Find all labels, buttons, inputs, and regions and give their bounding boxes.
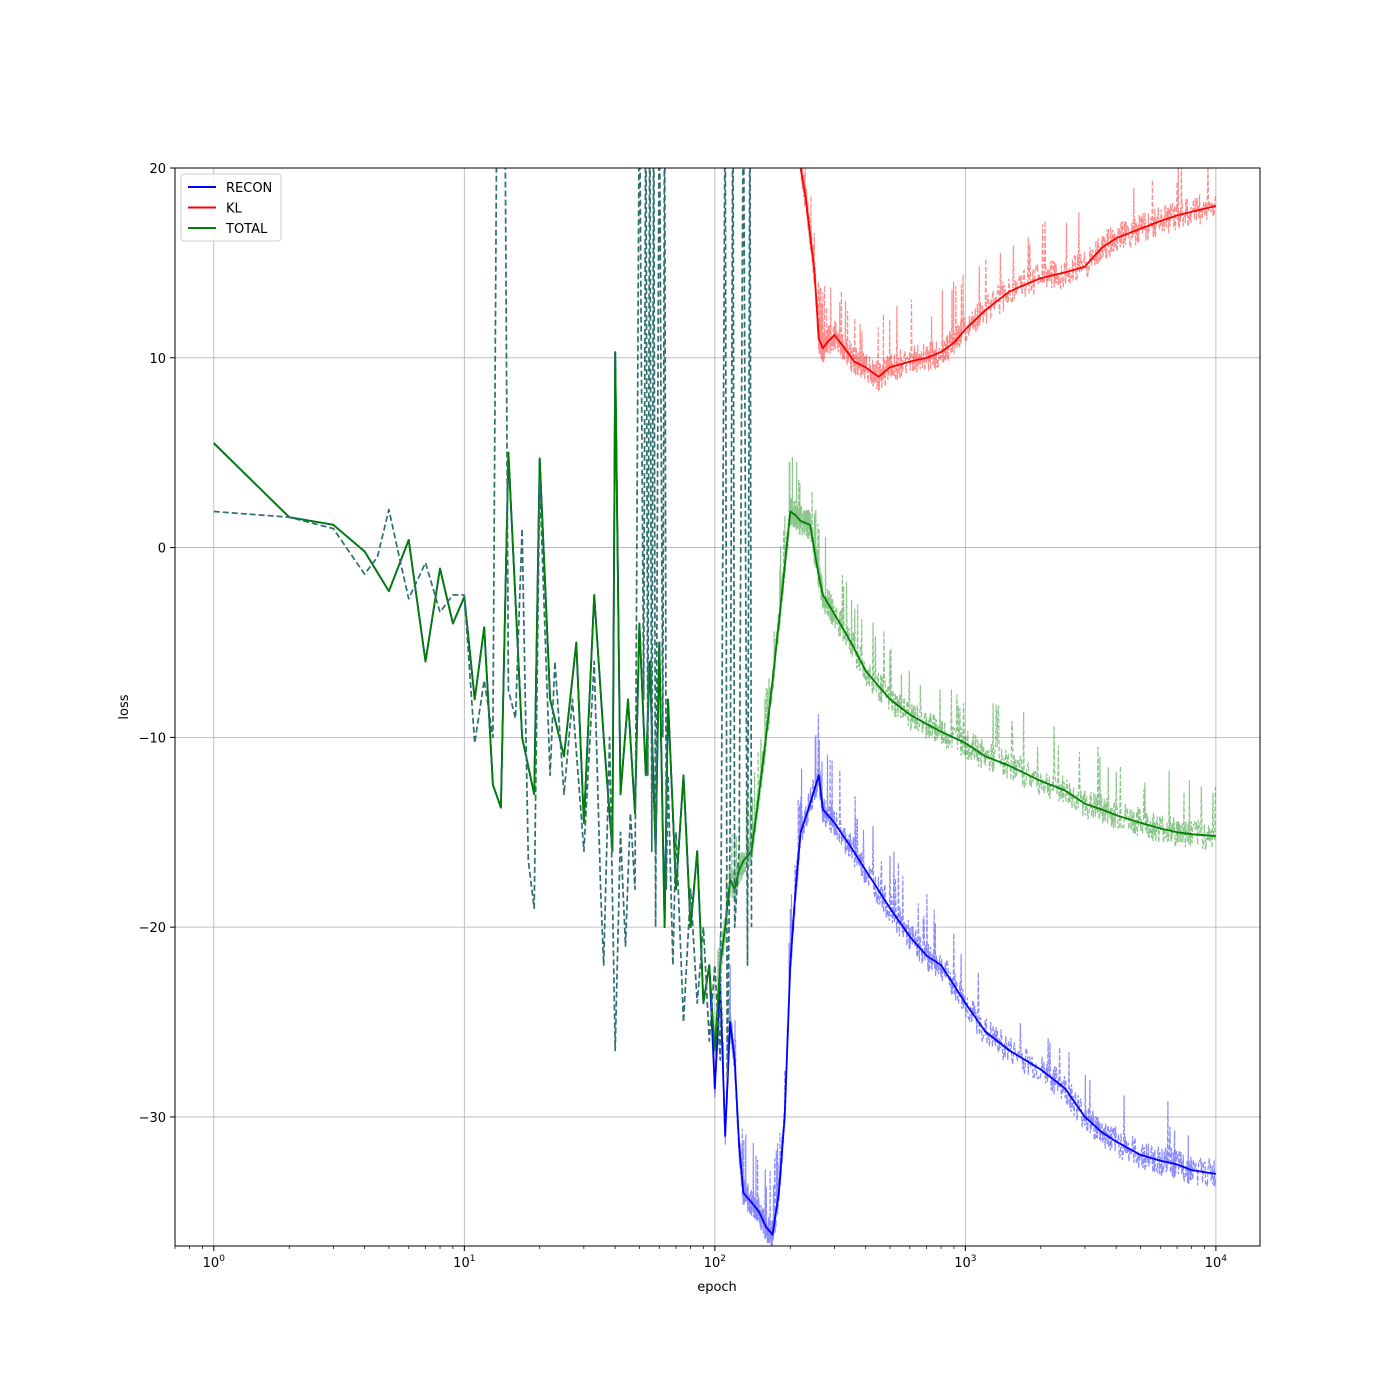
y-axis-label: loss	[117, 694, 132, 719]
series-total-line	[213, 351, 1216, 1052]
y-tick-label: −30	[139, 1111, 166, 1126]
legend: RECON KL TOTAL	[180, 173, 282, 242]
x-tick-label: 104	[1205, 1254, 1228, 1271]
grid	[175, 167, 1260, 1246]
x-axis-ticks: 100 101 102 103 104	[174, 1246, 1228, 1271]
y-axis-ticks: 20 10 0 −10 −20 −30	[139, 162, 175, 1126]
legend-frame	[180, 173, 282, 242]
y-tick-label: 10	[149, 352, 166, 367]
series-kl-noise	[800, 168, 1216, 392]
y-tick-label: 20	[149, 162, 166, 177]
legend-label-total: TOTAL	[225, 222, 268, 237]
series-dashed-3-line	[213, 168, 753, 1080]
x-tick-label: 101	[453, 1254, 475, 1271]
y-tick-label: 0	[158, 542, 166, 557]
y-tick-label: −10	[139, 731, 166, 746]
series-layer	[213, 168, 1217, 1246]
legend-label-kl: KL	[226, 202, 243, 217]
plot-frame	[174, 167, 1261, 1247]
series-kl-line	[799, 168, 1217, 378]
x-tick-label: 103	[954, 1254, 976, 1271]
x-axis-label: epoch	[697, 1280, 737, 1295]
x-tick-label: 102	[704, 1254, 726, 1271]
legend-label-recon: RECON	[226, 181, 272, 196]
x-tick-label: 100	[203, 1254, 226, 1271]
y-tick-label: −20	[139, 921, 166, 936]
